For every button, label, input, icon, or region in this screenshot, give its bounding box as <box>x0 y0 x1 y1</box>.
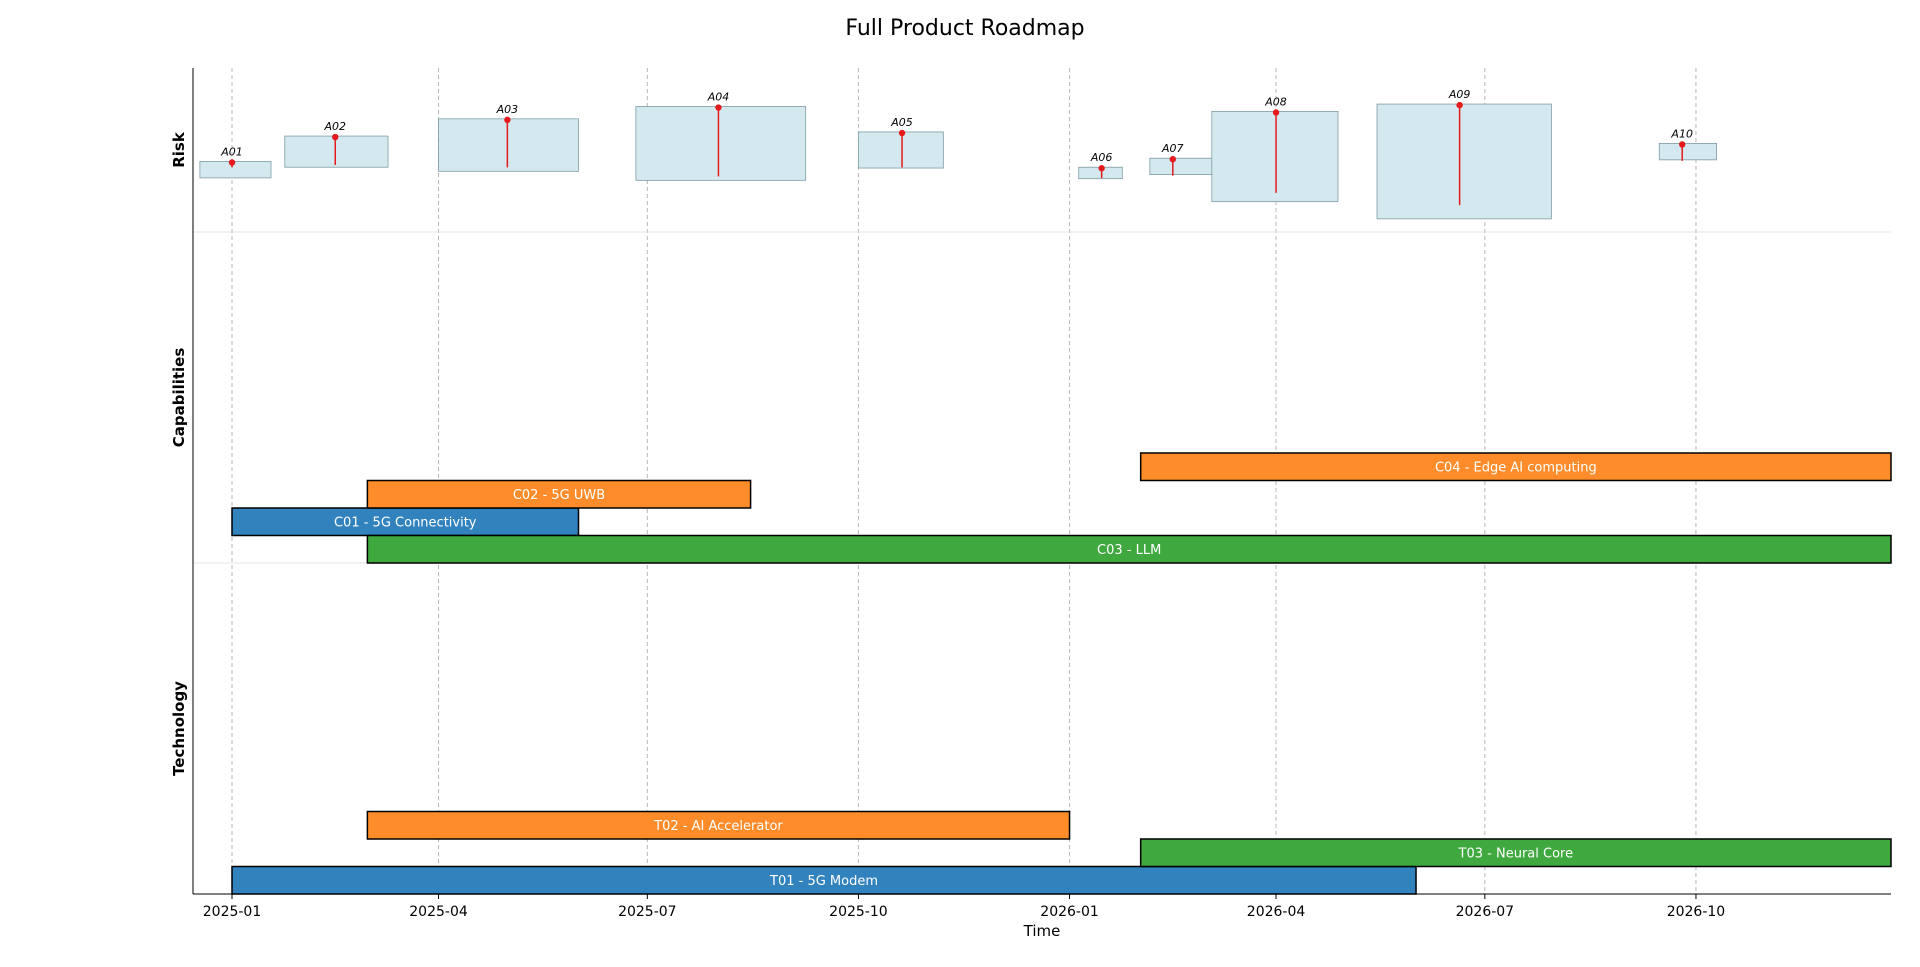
risk-box-4 <box>858 131 944 169</box>
technology-bar-1 <box>366 810 1071 840</box>
technology-bar-0 <box>231 865 1417 895</box>
x-tick-label-3: 2025-10 <box>829 904 888 920</box>
risk-label-5: A06 <box>1090 151 1113 164</box>
lane-labels: Risk Capabilities Technology <box>170 131 188 776</box>
risk-marker-2 <box>504 116 511 124</box>
x-axis-label: Time <box>1023 922 1061 940</box>
capability-bar-3 <box>1139 452 1892 482</box>
risk-lane-marks: A01 A02 A03 A04 A05 A06 A07 A08 A09 A10 <box>199 88 1718 220</box>
risk-label-6: A07 <box>1161 142 1184 155</box>
risk-marker-3 <box>715 104 722 111</box>
risk-box-9 <box>1658 143 1718 161</box>
risk-label-2: A03 <box>496 103 519 116</box>
risk-label-4: A05 <box>890 116 913 129</box>
technology-bar-label-2: T03 - Neural Core <box>1458 846 1574 861</box>
capability-bar-label-1: C02 - 5G UWB <box>513 488 605 503</box>
capability-bar-label-0: C01 - 5G Connectivity <box>334 515 477 530</box>
risk-box-0 <box>199 161 272 179</box>
lane-label-risk: Risk <box>170 131 188 168</box>
risk-marker-7 <box>1272 109 1280 116</box>
risk-box-2 <box>438 118 579 172</box>
technology-bars: T01 - 5G Modem T02 - AI Accelerator T03 - … <box>231 810 1892 895</box>
risk-label-3: A04 <box>707 91 730 104</box>
risk-label-7: A08 <box>1264 95 1287 108</box>
axes <box>192 68 1891 895</box>
lane-label-technology: Technology <box>170 681 188 776</box>
risk-marker-4 <box>898 129 906 137</box>
x-tick-label-6: 2026-07 <box>1456 904 1515 920</box>
risk-marker-9 <box>1678 141 1686 148</box>
capability-bar-label-2: C03 - LLM <box>1097 543 1161 558</box>
risk-marker-6 <box>1169 156 1176 163</box>
x-tick-label-4: 2026-01 <box>1040 904 1099 920</box>
technology-bar-2 <box>1139 838 1892 868</box>
capability-bar-2 <box>366 534 1892 564</box>
risk-label-1: A02 <box>323 120 346 133</box>
capability-bars: C01 - 5G Connectivity C02 - 5G UWB C03 - L… <box>231 452 1892 564</box>
x-tick-label-2: 2025-07 <box>618 904 677 920</box>
capability-bar-label-3: C04 - Edge AI computing <box>1435 460 1597 475</box>
x-tick-label-7: 2026-10 <box>1667 904 1726 920</box>
capability-bar-1 <box>366 479 752 509</box>
x-axis-ticks: 2025-01 2025-04 2025-07 2025-10 2026-01 2026-… <box>203 894 1725 920</box>
risk-box-1 <box>284 135 389 168</box>
chart-title: Full Product Roadmap <box>845 16 1084 41</box>
risk-box-8 <box>1376 103 1552 220</box>
technology-bar-label-0: T01 - 5G Modem <box>769 874 878 889</box>
risk-marker-5 <box>1098 165 1105 172</box>
risk-box-7 <box>1211 111 1339 203</box>
x-tick-label-0: 2025-01 <box>203 904 262 920</box>
risk-marker-1 <box>332 133 339 141</box>
technology-bar-label-1: T02 - AI Accelerator <box>653 819 783 834</box>
risk-marker-8 <box>1456 101 1463 109</box>
x-tick-label-1: 2025-04 <box>409 904 468 920</box>
risk-label-0: A01 <box>220 145 243 158</box>
lane-label-capabilities: Capabilities <box>170 348 188 448</box>
x-tick-label-5: 2026-04 <box>1247 904 1306 920</box>
risk-marker-0 <box>228 159 236 166</box>
risk-label-9: A10 <box>1670 127 1693 140</box>
risk-box-6 <box>1149 157 1220 175</box>
risk-box-3 <box>635 106 807 181</box>
risk-label-8: A09 <box>1448 88 1471 101</box>
